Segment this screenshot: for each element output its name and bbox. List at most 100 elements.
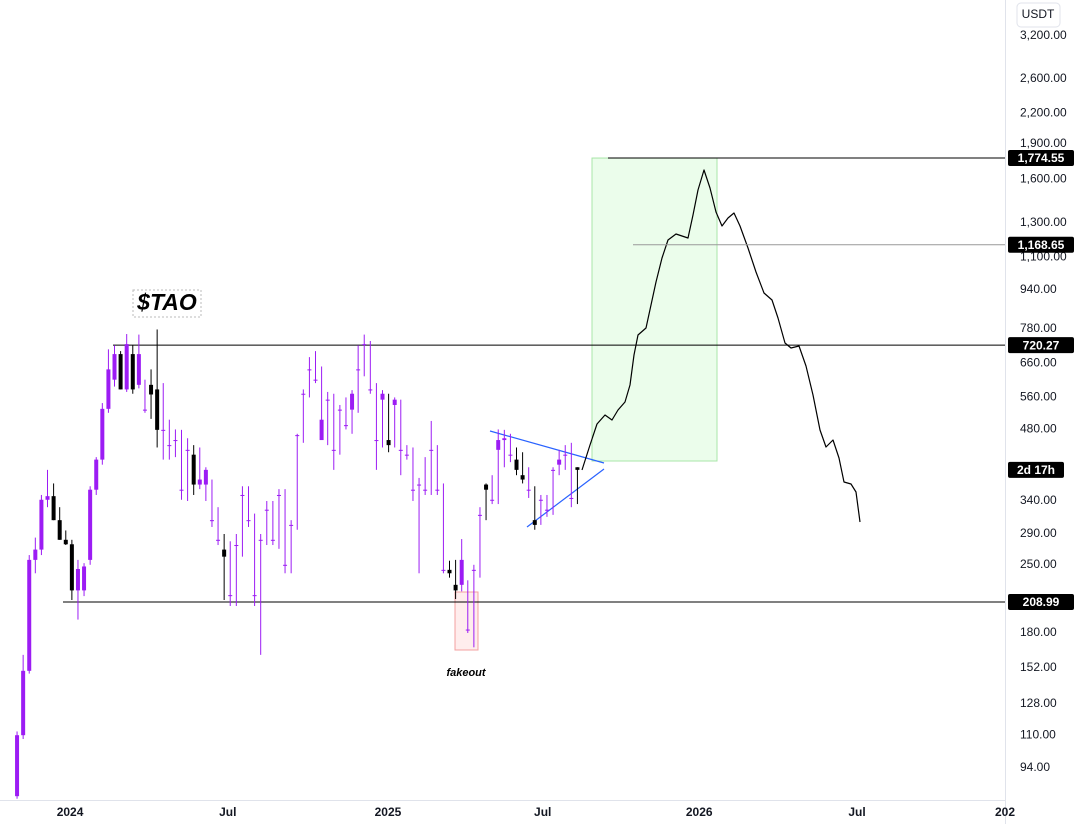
y-tick-label: 480.00	[1020, 422, 1057, 436]
candle-body	[386, 440, 391, 446]
candle-body	[532, 520, 537, 525]
candle-body	[398, 449, 403, 451]
countdown-badge	[1008, 461, 1064, 478]
target-zone	[591, 157, 718, 462]
candle-body	[404, 454, 409, 456]
y-tick-label: 128.00	[1020, 696, 1057, 710]
candle-body	[362, 344, 367, 346]
candle-body	[33, 549, 38, 560]
candle-body	[106, 369, 111, 409]
candle-body	[27, 559, 32, 671]
chart-title: $TAO	[136, 289, 197, 315]
x-tick-label: Jul	[219, 805, 236, 819]
candle-body	[551, 469, 556, 471]
candle-body	[39, 499, 44, 550]
candle-body	[350, 393, 355, 410]
candle-body	[313, 379, 318, 381]
candle-body	[429, 449, 434, 451]
candle-body	[471, 569, 476, 571]
candle-body	[569, 497, 574, 499]
candle-body	[185, 449, 190, 451]
y-tick-label: 940.00	[1020, 282, 1057, 296]
price-badge-label: 1,774.55	[1018, 151, 1065, 165]
y-tick-label: 152.00	[1020, 660, 1057, 674]
candle-body	[575, 467, 580, 470]
y-tick-label: 1,100.00	[1020, 249, 1067, 263]
candle-body	[514, 459, 519, 470]
candle-body	[130, 354, 135, 390]
candle-body	[441, 569, 446, 571]
candle-body	[319, 419, 324, 441]
candle-body	[459, 559, 464, 585]
candle-body	[337, 409, 342, 411]
candle-body	[496, 440, 501, 450]
candle-body	[82, 566, 87, 591]
levels	[63, 157, 1005, 603]
price-badge	[1008, 236, 1074, 253]
candle-body	[258, 539, 263, 541]
y-tick-label: 94.00	[1020, 760, 1050, 774]
candle-body	[136, 354, 141, 385]
candle-body	[331, 449, 336, 451]
candle-body	[149, 384, 154, 395]
candle-body	[295, 435, 300, 437]
candle-body	[69, 544, 74, 591]
candle-body	[112, 354, 117, 380]
price-badge	[1008, 337, 1074, 354]
fakeout-box	[454, 591, 479, 651]
price-badge-label: 1,168.65	[1018, 238, 1065, 252]
y-tick-label: 560.00	[1020, 390, 1057, 404]
candle-body	[392, 399, 397, 405]
candle-body	[477, 514, 482, 516]
candle-body	[124, 344, 129, 390]
candle-body	[222, 549, 227, 557]
candle-body	[307, 369, 312, 371]
candle-body	[423, 489, 428, 491]
candle-body	[544, 509, 549, 511]
candle-body	[325, 399, 330, 401]
candle-body	[520, 475, 525, 480]
candle-body	[228, 595, 233, 597]
y-tick-label: 2,200.00	[1020, 106, 1067, 120]
candle-body	[63, 539, 68, 545]
candle-body	[368, 389, 373, 391]
x-tick-label: 2025	[375, 805, 402, 819]
candle-body	[538, 499, 543, 501]
candle-body	[51, 496, 56, 521]
candle-body	[453, 584, 458, 591]
price-badge	[1008, 593, 1074, 610]
candle-body	[173, 440, 178, 442]
candle-body	[203, 469, 208, 485]
candle-body	[142, 409, 147, 411]
x-tick-label: 2024	[57, 805, 84, 819]
y-tick-label: 1,300.00	[1020, 215, 1067, 229]
candle-body	[557, 459, 562, 465]
candle-body	[343, 425, 348, 427]
candle-body	[252, 595, 257, 597]
candle-body	[246, 520, 251, 522]
candle-body	[15, 735, 20, 797]
y-tick-label: 780.00	[1020, 321, 1057, 335]
candle-body	[88, 489, 93, 560]
candle-body	[374, 440, 379, 442]
unit-box	[1016, 2, 1061, 28]
candle-body	[270, 539, 275, 541]
candle-body	[526, 489, 531, 491]
candle-body	[209, 520, 214, 522]
candle-body	[447, 569, 452, 574]
candle-body	[75, 568, 80, 591]
y-tick-label: 1,900.00	[1020, 136, 1067, 150]
plot-area: $TAO fakeout	[15, 157, 1005, 799]
candle-body	[191, 454, 196, 485]
countdown-label: 2d 17h	[1017, 463, 1055, 477]
triangle-lower	[526, 468, 605, 528]
annotation: fakeout	[446, 667, 486, 679]
x-tick-label: 202	[995, 805, 1015, 819]
price-badge-label: 208.99	[1023, 595, 1060, 609]
candle-body	[240, 494, 245, 496]
price-badge	[1008, 150, 1074, 167]
x-tick-label: 2026	[686, 805, 713, 819]
candle-body	[167, 445, 172, 447]
